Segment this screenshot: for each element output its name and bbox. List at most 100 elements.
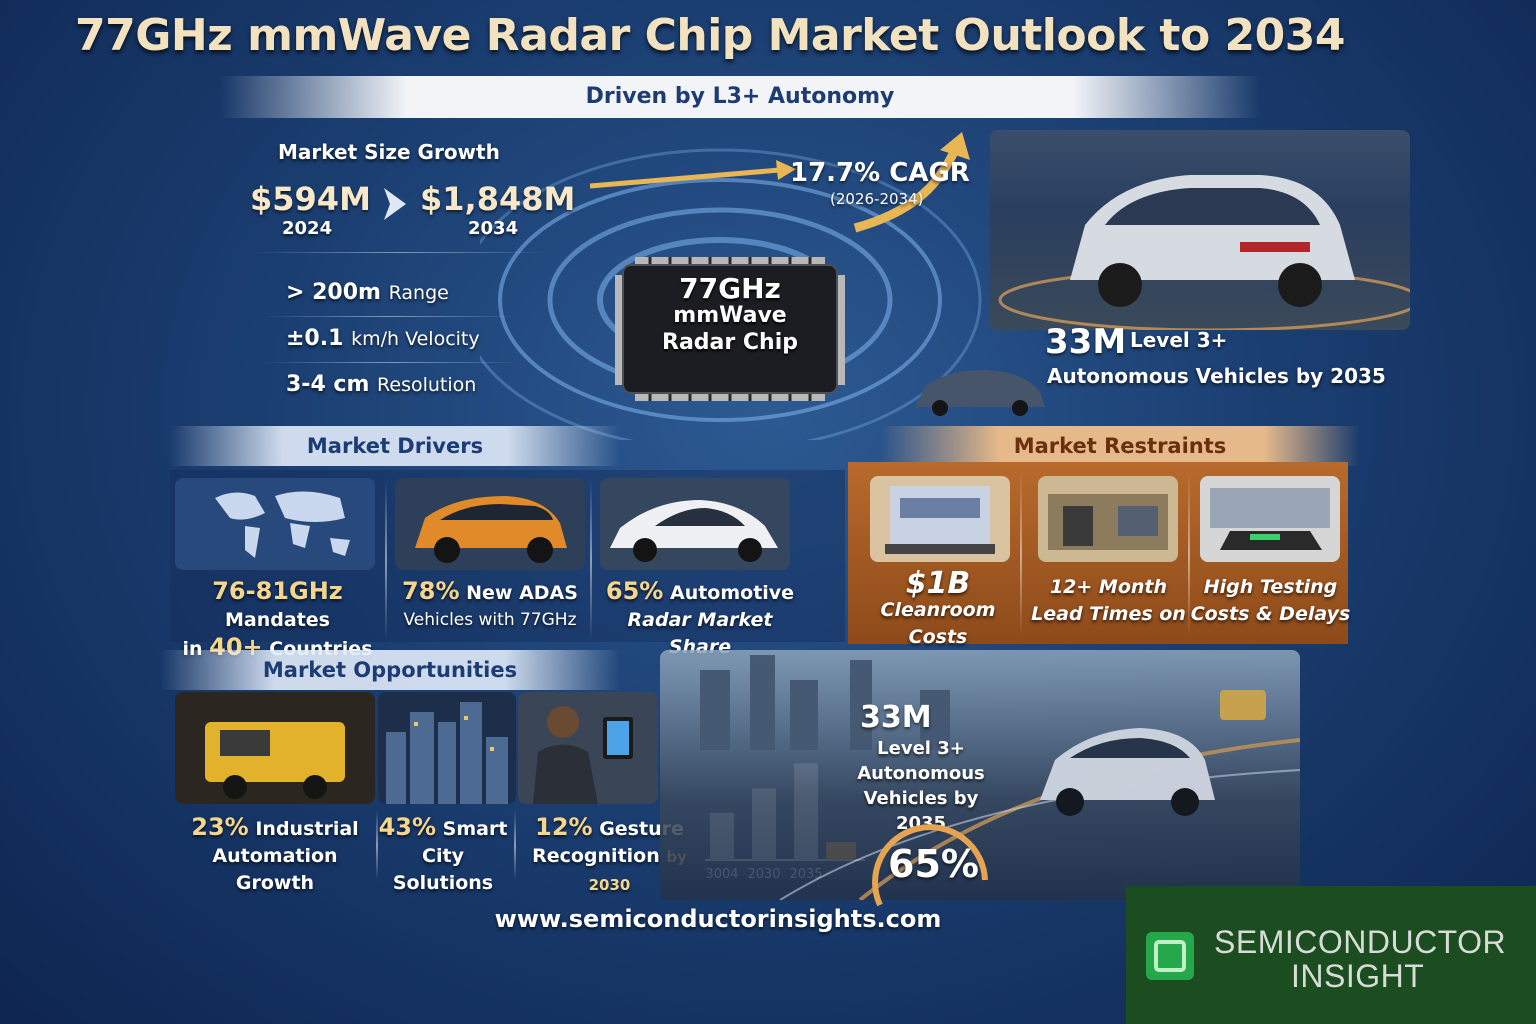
spec-resolution-value: 3-4 cm — [286, 372, 370, 397]
autonomy-stat-value: 33M — [1045, 322, 1127, 362]
restraints-heading: Market Restraints — [1013, 434, 1227, 458]
page-title: 77GHz mmWave Radar Chip Market Outlook t… — [75, 10, 1345, 61]
driver-share-caption: 65% Automotive Radar Market Share — [595, 578, 805, 661]
chip-label-freq: 77GHz — [679, 272, 781, 305]
market-size-2034: $1,848M — [420, 180, 576, 218]
bottom-stat-line2: Autonomous — [857, 763, 985, 784]
opportunity-city-line1: Smart — [442, 818, 508, 840]
separator — [376, 810, 378, 880]
market-size-heading: Market Size Growth — [278, 140, 500, 164]
cagr-period: (2026-2034) — [830, 190, 924, 208]
drivers-heading-band: Market Drivers — [170, 426, 620, 466]
sedan-image — [600, 478, 790, 570]
separator — [385, 480, 387, 640]
opportunity-gesture-num: 12% — [535, 813, 593, 841]
industrial-vehicle-icon — [205, 722, 345, 799]
opportunities-heading-band: Market Opportunities — [160, 650, 620, 690]
opportunity-city-num: 43% — [378, 813, 437, 841]
person-tablet-icon — [533, 706, 633, 804]
logo-line2: INSIGHT — [1291, 958, 1425, 994]
subtitle-banner: Driven by L3+ Autonomy — [220, 76, 1260, 118]
driver-share-line1: Automotive — [669, 582, 795, 604]
car-icon — [998, 175, 1410, 330]
opportunity-industrial-num: 23% — [191, 813, 249, 841]
bottom-stat-text: Level 3+ Autonomous Vehicles by 2035 — [846, 736, 996, 836]
factory-icon — [885, 486, 995, 554]
sedan-icon — [600, 478, 790, 570]
restraints-heading-band: Market Restraints — [880, 426, 1360, 466]
bottom-stat-value: 33M — [860, 700, 932, 735]
opportunities-heading: Market Opportunities — [262, 658, 518, 682]
divider — [260, 316, 520, 317]
gauge-value: 65% — [888, 842, 979, 886]
chip-label-tech: mmWave — [673, 303, 787, 328]
cagr-value: 17.7% CAGR — [790, 158, 970, 188]
spec-range-label: Range — [388, 282, 449, 304]
suv-icon — [395, 478, 585, 570]
lead-time-image — [1038, 476, 1178, 562]
separator — [1020, 472, 1022, 637]
restraint-leadtime-caption: 12+ Month Lead Times on — [1026, 574, 1191, 628]
restraints-panel: $1B Cleanroom Costs 12+ Month Lead Times… — [848, 462, 1350, 648]
spec-range: > 200m Range — [286, 280, 449, 305]
year-2024: 2024 — [282, 218, 333, 239]
drivers-panel: 76-81GHz Mandates in 40+ Countries 78% N… — [170, 470, 845, 661]
opportunity-gesture-caption: 12% Gesture Recognition by 2030 — [522, 814, 697, 899]
driver-mandates-num: 76-81GHz — [212, 577, 343, 605]
driver-mandates-line1: Mandates — [225, 609, 330, 631]
world-map-image — [175, 478, 375, 570]
smart-city-image — [378, 692, 516, 804]
restraint-testing-line2: Costs & Delays — [1190, 603, 1351, 625]
test-lab-icon — [1210, 488, 1330, 550]
cleanroom-image — [870, 476, 1010, 562]
hero-car-image — [990, 130, 1410, 330]
autonomy-stat-line1: Level 3+ — [1130, 328, 1228, 352]
spec-resolution: 3-4 cm Resolution — [286, 372, 476, 397]
spec-resolution-label: Resolution — [377, 374, 477, 396]
spec-velocity: ±0.1 km/h Velocity — [286, 326, 480, 351]
highway-icon — [700, 655, 1300, 900]
driver-adas-line1: New ADAS — [466, 582, 578, 604]
spec-range-value: > 200m — [286, 280, 381, 305]
subtitle: Driven by L3+ Autonomy — [585, 84, 895, 109]
driver-adas-num: 78% — [402, 577, 460, 605]
logo-line1: SEMICONDUCTOR — [1214, 924, 1507, 960]
world-map-icon — [175, 478, 375, 570]
driver-adas-line2: Vehicles with 77GHz — [403, 610, 577, 630]
opportunity-industrial-caption: 23% Industrial Automation Growth — [175, 814, 375, 897]
website-link[interactable]: www.semiconductorinsights.com — [494, 905, 942, 933]
driver-share-num: 65% — [605, 577, 664, 605]
testing-image — [1200, 476, 1340, 562]
chevron-right-icon — [384, 188, 406, 220]
suv-image — [395, 478, 585, 570]
restraint-cleanroom-line2: Cleanroom Costs — [880, 599, 996, 648]
company-logo: SEMICONDUCTOR INSIGHT — [1126, 886, 1536, 1024]
chip-label-type: Radar Chip — [662, 330, 798, 355]
gauge-ring — [872, 824, 988, 907]
equipment-icon — [1048, 494, 1168, 550]
restraint-testing-caption: High Testing Costs & Delays — [1188, 574, 1353, 628]
opportunity-industrial-line2: Automation Growth — [212, 845, 338, 894]
restraint-leadtime-line2: Lead Times on — [1031, 603, 1186, 625]
restraint-cleanroom-num: $1B — [905, 566, 971, 601]
spec-velocity-label: km/h Velocity — [351, 328, 480, 350]
divider — [250, 252, 550, 253]
chip-logo-icon — [1146, 932, 1194, 980]
divider — [260, 362, 520, 363]
opportunity-city-line2: City Solutions — [392, 845, 494, 894]
city-skyline-icon — [386, 702, 508, 804]
separator — [590, 480, 592, 640]
opportunity-city-caption: 43% Smart City Solutions — [378, 814, 508, 897]
bottom-stat-line1: Level 3+ — [877, 738, 965, 759]
radar-chip: 77GHz mmWave Radar Chip — [595, 255, 865, 405]
separator — [514, 810, 516, 880]
drivers-heading: Market Drivers — [306, 434, 484, 458]
spec-velocity-value: ±0.1 — [286, 326, 344, 351]
opportunity-industrial-line1: Industrial — [255, 818, 359, 840]
chip-icon — [615, 257, 845, 401]
restraint-leadtime-line1: 12+ Month — [1049, 576, 1168, 598]
autonomy-stat-line2: Autonomous Vehicles by 2035 — [1047, 364, 1386, 388]
restraint-testing-line1: High Testing — [1203, 576, 1338, 598]
growth-arrow-icon — [590, 132, 970, 233]
market-size-2024: $594M — [250, 180, 371, 218]
